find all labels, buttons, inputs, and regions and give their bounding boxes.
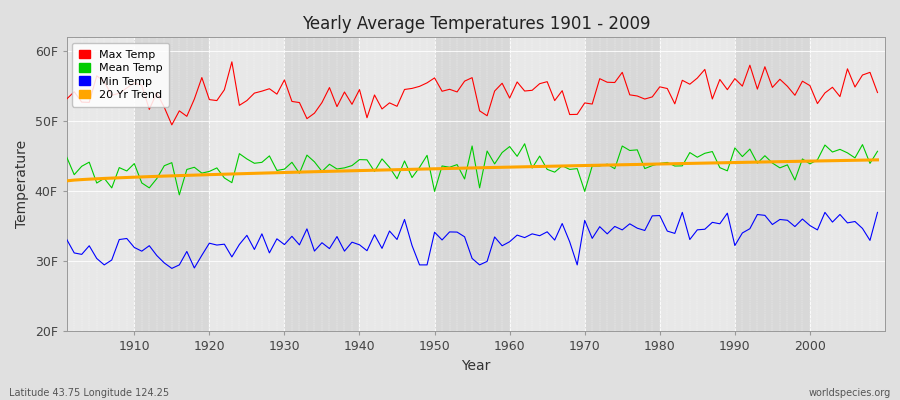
Bar (435, 37, 509, 332)
Bar (134, 37, 210, 332)
Text: Latitude 43.75 Longitude 124.25: Latitude 43.75 Longitude 124.25 (9, 388, 169, 398)
Legend: Max Temp, Mean Temp, Min Temp, 20 Yr Trend: Max Temp, Mean Temp, Min Temp, 20 Yr Tre… (72, 43, 169, 107)
Bar (284, 37, 359, 332)
Text: worldspecies.org: worldspecies.org (809, 388, 891, 398)
Bar (509, 37, 585, 332)
Bar (210, 37, 284, 332)
Title: Yearly Average Temperatures 1901 - 2009: Yearly Average Temperatures 1901 - 2009 (302, 15, 650, 33)
Bar (735, 37, 810, 332)
Bar (810, 37, 885, 332)
X-axis label: Year: Year (461, 359, 491, 373)
Y-axis label: Temperature: Temperature (15, 140, 29, 228)
Bar (67, 37, 134, 332)
Bar (585, 37, 660, 332)
Bar (660, 37, 735, 332)
Bar (359, 37, 435, 332)
